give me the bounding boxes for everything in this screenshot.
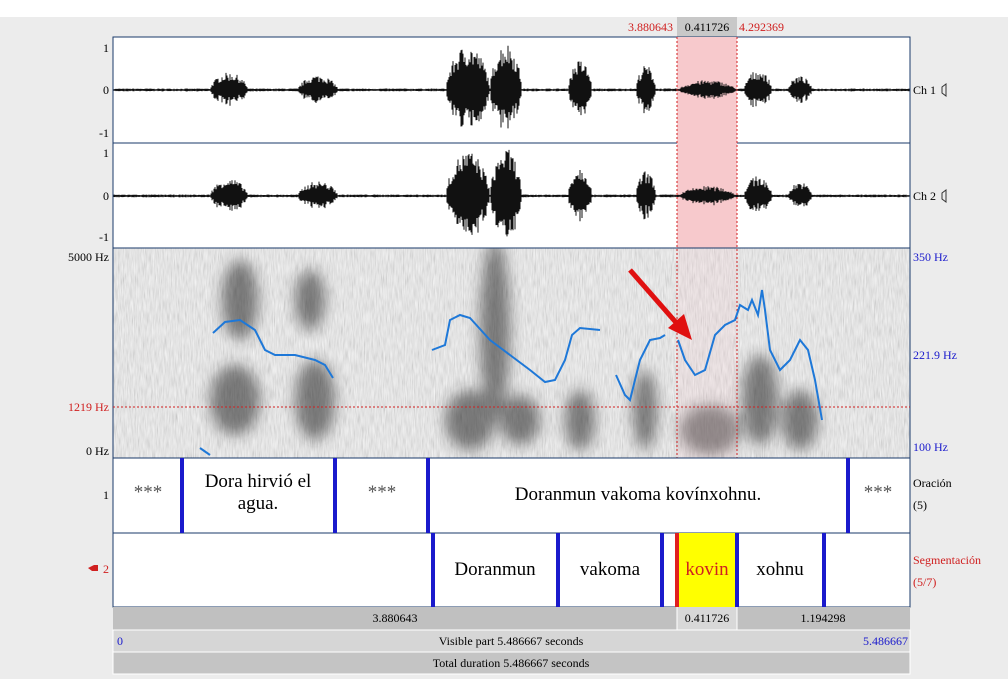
frequency-cursor-label: 1219 Hz [68, 400, 109, 414]
selection-overlay [677, 248, 737, 458]
selection-highlight [677, 37, 737, 248]
duration-before[interactable]: 3.880643 [373, 611, 418, 625]
tier-count: (5/7) [913, 575, 936, 589]
praat-editor: {"selection": {"start": "3.880643", "len… [0, 0, 1008, 679]
selection-end: 4.292369 [739, 20, 784, 34]
amplitude-tick: -1 [99, 126, 109, 140]
visible-part[interactable]: Visible part 5.486667 seconds [439, 634, 584, 648]
amplitude-tick: 0 [103, 83, 109, 97]
speaker-icon[interactable] [942, 84, 946, 96]
selection-start: 3.880643 [628, 20, 673, 34]
frequency-label: 5000 Hz [68, 250, 109, 264]
interval-text[interactable]: Doranmun vakoma kovínxohnu. [515, 484, 761, 506]
total-duration[interactable]: Total duration 5.486667 seconds [433, 656, 589, 670]
visible-end: 5.486667 [863, 634, 908, 648]
hand-icon [88, 565, 98, 571]
top-strip [0, 0, 1008, 17]
amplitude-tick: -1 [99, 230, 109, 244]
visible-start: 0 [117, 634, 123, 648]
interval-text[interactable]: *** [134, 482, 163, 504]
interval-text[interactable]: xohnu [756, 559, 804, 581]
duration-after[interactable]: 1.194298 [801, 611, 846, 625]
tier-number: 1 [103, 488, 109, 502]
tier-number: 2 [103, 562, 109, 576]
interval-text-selected[interactable]: kovin [685, 559, 728, 581]
footer-row-1 [113, 607, 910, 630]
interval-text[interactable]: vakoma [580, 559, 640, 581]
channel-name: Ch 1 [913, 83, 936, 97]
duration-selection[interactable]: 0.411726 [685, 611, 730, 625]
interval-text[interactable]: Doranmun [454, 559, 535, 581]
selection-length: 0.411726 [685, 20, 730, 34]
channel-name: Ch 2 [913, 189, 936, 203]
amplitude-tick: 1 [103, 146, 109, 160]
frequency-label: 0 Hz [86, 444, 109, 458]
pitch-label: 100 Hz [913, 440, 948, 454]
amplitude-tick: 0 [103, 189, 109, 203]
interval-text[interactable]: Dora hirvió el agua. [186, 471, 331, 515]
tier-name: Oración [913, 476, 952, 490]
amplitude-tick: 1 [103, 41, 109, 55]
pitch-label: 221.9 Hz [913, 348, 957, 362]
interval-text[interactable]: *** [864, 482, 893, 504]
spectrogram [113, 240, 910, 458]
interval-text[interactable]: *** [368, 482, 397, 504]
tier-name: Segmentación [913, 553, 981, 567]
speaker-icon[interactable] [942, 190, 946, 202]
tier-count: (5) [913, 498, 927, 512]
pitch-label: 350 Hz [913, 250, 948, 264]
